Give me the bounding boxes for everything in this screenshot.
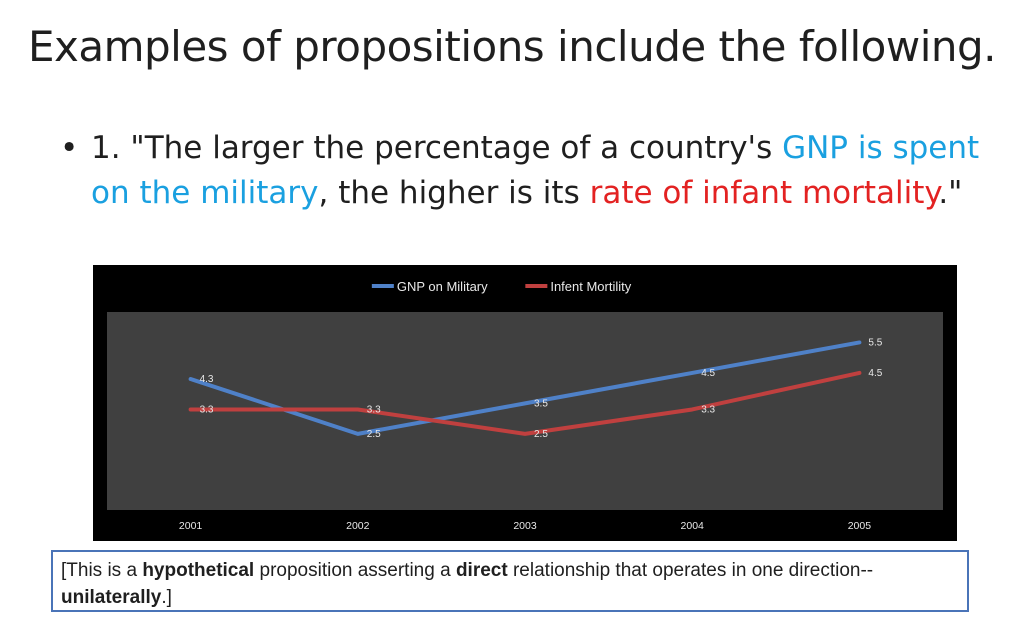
bullet-item: • 1. "The larger the percentage of a cou…: [60, 126, 980, 216]
data-label: 3.3: [200, 404, 214, 415]
series-line-0: [188, 340, 862, 436]
line-chart: GNP on Military Infent Mortility 2001 2002 2…: [93, 265, 957, 541]
note-part2: proposition asserting a: [254, 560, 456, 581]
note-bold-unilaterally: unilaterally: [61, 587, 162, 608]
data-label: 4.5: [701, 368, 715, 379]
bullet-highlight-gnp: GNP is spent on the military: [91, 130, 980, 211]
x-tick-label: 2003: [513, 520, 537, 532]
data-label: 3.5: [534, 398, 548, 409]
note-part1: [This is a: [61, 560, 143, 581]
x-tick-label: 2001: [179, 520, 203, 532]
data-label: 2.5: [367, 429, 381, 440]
bullet-prefix: 1. "The larger the percentage of a count…: [91, 130, 783, 166]
note-part3: relationship that operates in one direct…: [507, 560, 874, 581]
note-bold-direct: direct: [455, 560, 508, 581]
bullet-text: 1. "The larger the percentage of a count…: [91, 126, 980, 216]
legend-label-1: Infent Mortility: [550, 279, 631, 294]
x-tick-label: 2004: [681, 520, 705, 532]
series-line-1: [188, 370, 862, 436]
chart-svg: GNP on Military Infent Mortility 2001 2002 2…: [93, 265, 957, 541]
slide-title: Examples of propositions include the fol…: [27, 22, 997, 71]
data-label: 5.5: [868, 337, 882, 348]
bullet-marker: •: [60, 130, 79, 166]
bullet-suffix: .": [938, 175, 963, 211]
note-box: [This is a hypothetical proposition asse…: [51, 550, 969, 612]
legend-label-0: GNP on Military: [397, 279, 488, 294]
x-tick-label: 2002: [346, 520, 370, 532]
bullet-highlight-mortality: rate of infant mortality: [589, 175, 939, 211]
bullet-middle: , the higher is its: [318, 175, 590, 211]
data-label: 4.5: [868, 368, 882, 379]
data-label: 3.3: [367, 404, 381, 415]
data-label: 2.5: [534, 429, 548, 440]
note-bold-hypothetical: hypothetical: [142, 560, 255, 581]
x-tick-label: 2005: [848, 520, 872, 532]
data-label: 3.3: [701, 404, 715, 415]
data-label: 4.3: [200, 374, 214, 385]
note-part4: .]: [161, 587, 172, 608]
